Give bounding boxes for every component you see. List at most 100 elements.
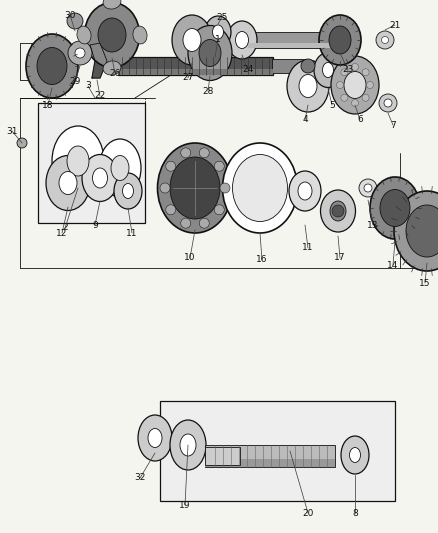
- Ellipse shape: [170, 157, 220, 219]
- Text: 5: 5: [329, 101, 335, 109]
- Ellipse shape: [46, 156, 90, 211]
- Text: 6: 6: [357, 116, 363, 125]
- Circle shape: [336, 82, 343, 88]
- Ellipse shape: [236, 31, 248, 49]
- Circle shape: [199, 218, 209, 228]
- Text: 9: 9: [92, 221, 98, 230]
- Ellipse shape: [99, 139, 141, 197]
- Ellipse shape: [370, 177, 420, 239]
- Text: 16: 16: [256, 255, 268, 264]
- Ellipse shape: [85, 3, 139, 68]
- Ellipse shape: [330, 201, 346, 221]
- Ellipse shape: [180, 434, 196, 456]
- Ellipse shape: [233, 155, 287, 222]
- Polygon shape: [90, 43, 107, 78]
- Ellipse shape: [138, 415, 172, 461]
- Circle shape: [199, 148, 209, 158]
- Ellipse shape: [170, 420, 206, 470]
- Circle shape: [352, 100, 358, 107]
- Text: 11: 11: [126, 229, 138, 238]
- Text: 17: 17: [334, 254, 346, 262]
- Ellipse shape: [199, 39, 221, 67]
- Bar: [205, 445, 335, 467]
- Ellipse shape: [298, 182, 312, 200]
- Text: 21: 21: [389, 20, 401, 29]
- Ellipse shape: [319, 15, 361, 65]
- Ellipse shape: [103, 0, 121, 9]
- Circle shape: [352, 63, 358, 70]
- Circle shape: [166, 205, 176, 215]
- Text: 11: 11: [302, 244, 314, 253]
- Ellipse shape: [212, 25, 223, 39]
- Ellipse shape: [341, 436, 369, 474]
- Circle shape: [160, 183, 170, 193]
- Circle shape: [67, 13, 83, 29]
- Text: 10: 10: [184, 254, 196, 262]
- Text: 2: 2: [62, 223, 68, 232]
- Circle shape: [68, 41, 92, 65]
- Ellipse shape: [77, 26, 91, 44]
- Ellipse shape: [322, 62, 333, 77]
- Text: 28: 28: [202, 86, 214, 95]
- Ellipse shape: [223, 143, 297, 233]
- Text: 26: 26: [110, 69, 121, 77]
- Ellipse shape: [67, 146, 89, 176]
- Ellipse shape: [227, 21, 257, 59]
- Ellipse shape: [103, 61, 121, 75]
- Ellipse shape: [82, 155, 118, 201]
- Ellipse shape: [329, 26, 351, 54]
- Text: 12: 12: [57, 229, 68, 238]
- Circle shape: [341, 94, 348, 101]
- Text: 14: 14: [387, 261, 399, 270]
- Ellipse shape: [172, 15, 212, 65]
- Ellipse shape: [123, 183, 134, 198]
- Text: 15: 15: [419, 279, 431, 287]
- Bar: [118, 69, 273, 75]
- Text: 13: 13: [367, 221, 379, 230]
- Circle shape: [341, 69, 348, 76]
- Ellipse shape: [59, 172, 77, 195]
- Ellipse shape: [406, 205, 438, 257]
- Text: 18: 18: [42, 101, 54, 109]
- Ellipse shape: [344, 71, 366, 99]
- Text: 29: 29: [69, 77, 81, 85]
- Bar: [118, 57, 273, 75]
- Ellipse shape: [301, 59, 315, 73]
- Bar: [205, 459, 335, 467]
- Circle shape: [359, 179, 377, 197]
- Ellipse shape: [111, 156, 129, 181]
- Ellipse shape: [26, 34, 78, 98]
- Circle shape: [362, 69, 369, 76]
- Circle shape: [381, 36, 389, 44]
- Circle shape: [220, 183, 230, 193]
- Text: 30: 30: [64, 11, 76, 20]
- Circle shape: [376, 31, 394, 49]
- Ellipse shape: [299, 75, 317, 98]
- Bar: [205, 447, 240, 465]
- Bar: [272, 59, 307, 73]
- Circle shape: [332, 205, 344, 217]
- Circle shape: [379, 94, 397, 112]
- Bar: [160, 401, 395, 501]
- Circle shape: [214, 205, 224, 215]
- Circle shape: [181, 148, 191, 158]
- Circle shape: [166, 161, 176, 171]
- Ellipse shape: [183, 28, 201, 52]
- Ellipse shape: [287, 60, 329, 112]
- Ellipse shape: [314, 52, 342, 87]
- Polygon shape: [38, 103, 145, 223]
- Text: 22: 22: [94, 92, 106, 101]
- Circle shape: [214, 161, 224, 171]
- Text: 31: 31: [6, 126, 18, 135]
- Text: 20: 20: [302, 508, 314, 518]
- Text: 3: 3: [85, 82, 91, 91]
- Ellipse shape: [331, 56, 379, 114]
- Text: 1: 1: [215, 36, 221, 44]
- Text: 23: 23: [343, 66, 354, 75]
- Ellipse shape: [394, 191, 438, 271]
- Circle shape: [362, 94, 369, 101]
- Ellipse shape: [52, 126, 104, 196]
- Ellipse shape: [205, 16, 231, 48]
- Ellipse shape: [114, 173, 142, 209]
- Text: 32: 32: [134, 473, 146, 482]
